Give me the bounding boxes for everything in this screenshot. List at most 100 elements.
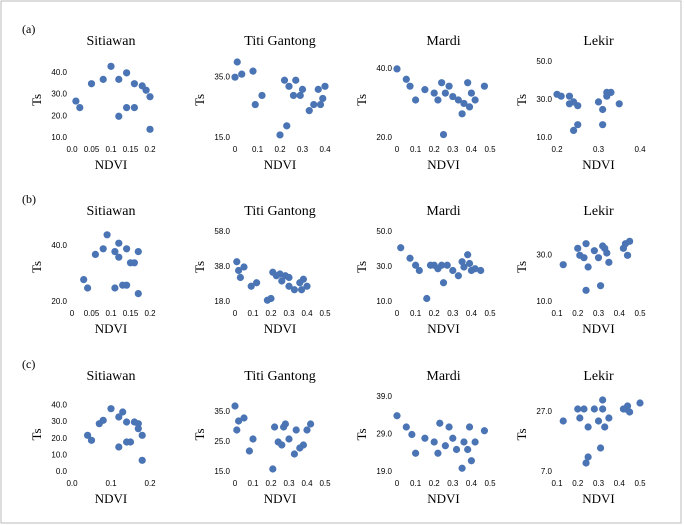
point <box>253 279 261 287</box>
point <box>565 92 574 100</box>
point <box>290 450 298 458</box>
x-tick-label: 0.3 <box>297 145 309 154</box>
point <box>574 121 582 129</box>
point <box>402 423 410 431</box>
x-tick-label: 0.2 <box>265 309 277 318</box>
point <box>443 261 451 269</box>
y-tick-label: 35.0 <box>214 72 230 81</box>
x-tick-label: 0.0 <box>66 479 78 488</box>
point <box>123 104 131 112</box>
x-tick-label: 0.1 <box>247 479 259 488</box>
point <box>460 438 468 446</box>
point <box>134 420 142 428</box>
x-tick-label: 0 <box>70 309 75 318</box>
x-tick-label: 0 <box>233 479 238 488</box>
y-axis-label: Ts <box>514 261 529 273</box>
x-axis-label: NDVI <box>582 157 615 172</box>
point <box>303 282 311 290</box>
point <box>480 82 489 90</box>
x-tick-label: 0 <box>395 145 400 154</box>
point <box>441 89 449 97</box>
point <box>271 423 279 431</box>
x-tick-label: 0.3 <box>593 479 605 488</box>
point <box>626 237 634 245</box>
x-tick-label: 0.3 <box>447 145 459 154</box>
point <box>438 261 446 269</box>
x-axis-label: NDVI <box>582 491 615 506</box>
point <box>559 261 567 269</box>
point <box>299 441 307 449</box>
y-tick-label: 40.0 <box>51 241 67 250</box>
point <box>449 434 457 442</box>
point <box>236 273 244 282</box>
point <box>599 121 607 129</box>
point <box>465 103 474 111</box>
point <box>415 266 423 275</box>
point <box>134 290 142 298</box>
point <box>99 416 107 424</box>
y-tick-label: 10.0 <box>536 297 552 306</box>
x-tick-label: 0.3 <box>283 479 295 488</box>
x-tick-label: 0.4 <box>301 479 313 488</box>
point <box>130 80 138 88</box>
point <box>454 272 462 280</box>
x-tick-label: 0 <box>395 479 400 488</box>
point <box>72 97 80 105</box>
point <box>126 438 135 446</box>
point <box>240 263 248 271</box>
point <box>574 244 582 252</box>
point <box>607 88 615 96</box>
point <box>285 273 293 282</box>
point <box>449 266 457 275</box>
point <box>123 69 131 77</box>
x-tick-label: 0.5 <box>319 479 331 488</box>
y-tick-label: 18.0 <box>214 297 230 306</box>
y-tick-label: 20.0 <box>51 111 67 120</box>
x-tick-label: 0.5 <box>319 309 331 318</box>
x-tick-label: 0.05 <box>84 145 100 154</box>
point <box>434 449 442 457</box>
point <box>115 413 123 421</box>
x-tick-label: 0.2 <box>265 479 277 488</box>
point <box>465 259 474 268</box>
point <box>76 104 84 112</box>
x-tick-label: 0.2 <box>144 479 156 488</box>
point <box>298 286 306 294</box>
point <box>467 89 475 97</box>
point <box>134 425 142 433</box>
point <box>289 91 298 100</box>
point <box>439 279 448 287</box>
point <box>249 67 257 75</box>
point <box>430 89 438 97</box>
point <box>99 245 107 253</box>
point <box>412 449 420 457</box>
point <box>321 82 329 90</box>
y-axis-label: Ts <box>192 261 207 273</box>
x-tick-label: 0.2 <box>429 309 441 318</box>
x-tick-label: 0.1 <box>247 309 259 318</box>
chart-title: Titi Gantong <box>244 369 315 384</box>
x-tick-label: 0.3 <box>593 145 605 154</box>
point <box>233 426 241 434</box>
x-axis-label: NDVI <box>264 157 297 172</box>
x-tick-label: 0.2 <box>144 145 156 154</box>
point <box>594 417 603 425</box>
point <box>142 86 150 94</box>
y-tick-label: 30.0 <box>51 417 67 426</box>
y-tick-label: 20.0 <box>51 297 67 306</box>
point <box>599 396 607 404</box>
point <box>251 100 259 109</box>
point <box>238 70 246 78</box>
x-tick-label: 0.1 <box>410 145 422 154</box>
point <box>296 91 304 100</box>
point <box>285 82 293 90</box>
point <box>480 427 489 435</box>
y-tick-label: 30.0 <box>536 250 552 259</box>
point <box>605 258 613 266</box>
y-tick-label: 40.0 <box>376 64 392 73</box>
y-tick-label: 10.0 <box>536 133 552 142</box>
y-tick-label: 7.0 <box>541 467 553 476</box>
y-tick-label: 30.0 <box>536 95 552 104</box>
x-tick-label: 0.15 <box>123 309 139 318</box>
point <box>460 263 468 271</box>
